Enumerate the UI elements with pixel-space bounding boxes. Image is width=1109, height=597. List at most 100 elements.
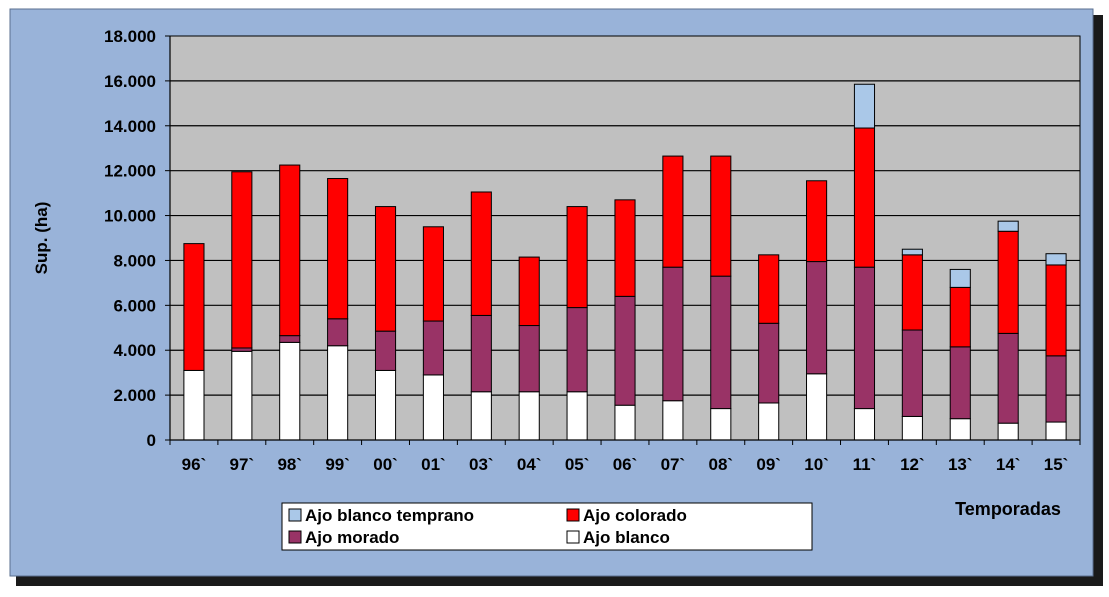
bar-segment-ajo-blanco [949,418,971,441]
y-tick-label: 14.000 [104,117,156,136]
y-axis-ticks: 0 2.000 4.000 6.000 8.000 10.000 12.000 14.000 1… [104,27,170,450]
bar-segment-ajo-blanco [566,391,588,441]
y-tick-label: 16.000 [104,72,156,91]
x-tick-label: 03` [469,455,494,474]
x-tick-label: 12` [900,455,925,474]
bar-segment-ajo-blanco [374,369,397,441]
bar-segment-ajo-morado [1045,355,1067,423]
y-tick-label: 2.000 [113,386,156,405]
legend-swatch [566,530,580,544]
bar-segment-ajo-blanco [614,404,636,441]
bar-segment-ajo-blanco [231,350,253,441]
bar-segment-ajo-morado [710,275,732,410]
bar-segment-ajo-morado [949,346,971,420]
bar-segment-ajo-colorado [1045,264,1067,357]
bar-segment-ajo-colorado [518,256,540,327]
x-tick-label: 13` [948,455,973,474]
bar-segment-ajo-blanco [422,374,444,441]
bar-segment-ajo-blanco-temprano [1045,253,1067,266]
bar-segment-ajo-blanco-temprano [901,248,923,256]
y-tick-label: 18.000 [104,27,156,46]
bar-segment-ajo-blanco-temprano [997,220,1019,232]
bar-segment-ajo-blanco [997,422,1019,441]
bar-segment-ajo-morado [279,335,301,343]
y-tick-label: 12.000 [104,162,156,181]
legend: Ajo blanco temprano Ajo colorado Ajo morad… [281,502,813,551]
bar-segment-ajo-morado [374,330,397,371]
bar-segment-ajo-blanco [853,408,876,441]
x-tick-label: 01` [421,455,446,474]
bar-segment-ajo-morado [422,320,444,376]
x-tick-label: 00` [373,455,398,474]
y-tick-label: 10.000 [104,207,156,226]
bar-segment-ajo-blanco [662,400,684,441]
bar-segment-ajo-colorado [710,155,732,277]
bar-segment-ajo-blanco [710,408,732,441]
x-axis-ticks: 96` 97` 98` 99` 00` 01` 03` 04` 05` 06` 07` 08` 09` 1… [169,440,1081,474]
bar-segment-ajo-blanco [901,415,923,441]
bar-segment-ajo-morado [614,295,636,406]
bar-segment-ajo-morado [853,266,876,410]
bar-segment-ajo-colorado [662,155,684,268]
bar-segment-ajo-colorado [470,191,492,316]
x-tick-label: 06` [613,455,638,474]
bar-segment-ajo-morado [566,307,588,393]
bar-segment-ajo-morado [231,347,253,352]
legend-label: Ajo blanco [583,528,670,547]
x-tick-label: 05` [565,455,590,474]
x-tick-label: 04` [517,455,542,474]
y-tick-label: 0 [147,431,156,450]
bar-segment-ajo-blanco-temprano [853,83,876,129]
y-tick-label: 6.000 [113,296,156,315]
x-tick-label: 99` [325,455,350,474]
bar-segment-ajo-morado [518,325,540,393]
bar-segment-ajo-colorado [566,206,588,309]
y-tick-label: 4.000 [113,341,156,360]
x-tick-label: 98` [277,455,302,474]
y-tick-label: 8.000 [113,251,156,270]
bar-segment-ajo-blanco [758,402,780,441]
bar-segment-ajo-morado [327,318,349,347]
legend-swatch [288,530,302,544]
bar-segment-ajo-morado [662,266,684,402]
y-axis-label: Sup. (ha) [32,202,51,275]
bar-segment-ajo-morado [997,332,1019,424]
bar-segment-ajo-blanco [183,369,205,441]
bar-segment-ajo-colorado [949,286,971,348]
bar-segment-ajo-blanco [1045,421,1067,441]
bar-segment-ajo-colorado [901,254,923,331]
bar-segment-ajo-morado [470,314,492,393]
bar-segment-ajo-colorado [422,226,444,322]
bar-segment-ajo-colorado [806,180,828,263]
bar-segment-ajo-colorado [374,206,397,332]
x-axis-label: Temporadas [955,499,1061,519]
x-tick-label: 97` [230,455,255,474]
legend-label: Ajo colorado [583,506,687,525]
bar-segment-ajo-blanco [327,345,349,441]
legend-swatch [566,508,580,522]
bar-segment-ajo-colorado [231,171,253,349]
x-tick-label: 11` [853,455,877,474]
bar-segment-ajo-morado [806,261,828,375]
bar-segment-ajo-colorado [614,199,636,297]
bar-segment-ajo-blanco [806,373,828,441]
bar-segment-ajo-morado [901,329,923,417]
legend-swatch [288,508,302,522]
bar-segment-ajo-morado [758,322,780,404]
x-tick-label: 10` [804,455,829,474]
bar-segment-ajo-colorado [758,254,780,324]
x-tick-label: 14` [996,455,1021,474]
bar-segment-ajo-colorado [327,178,349,320]
bar-segment-ajo-blanco [279,341,301,441]
bar-segment-ajo-colorado [279,164,301,337]
bar-segment-ajo-blanco [470,391,492,441]
x-tick-label: 09` [756,455,781,474]
bar-segment-ajo-colorado [997,230,1019,334]
legend-label: Ajo blanco temprano [305,506,474,525]
legend-label: Ajo morado [305,528,399,547]
bar-segment-ajo-colorado [183,243,205,371]
x-tick-label: 15` [1044,455,1069,474]
x-tick-label: 08` [709,455,734,474]
